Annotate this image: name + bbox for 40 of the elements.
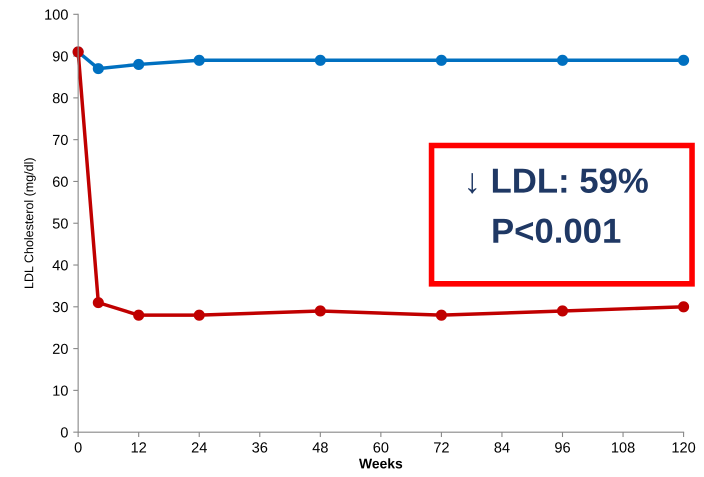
x-tick-label: 0 — [74, 442, 82, 453]
x-tick-label: 36 — [252, 442, 268, 453]
y-tick-label: 0 — [60, 427, 68, 438]
y-tick-label: 30 — [52, 302, 68, 312]
point — [92, 297, 104, 308]
x-tick-label: 24 — [192, 442, 207, 452]
y-tick-label: 40 — [52, 260, 68, 270]
x-tick-label: 120 — [672, 442, 696, 453]
point — [194, 310, 205, 321]
point — [436, 310, 447, 321]
x-tick-label: 108 — [612, 442, 635, 453]
x-tick-label: 48 — [312, 442, 328, 453]
annotation: ↓ LDL: 59% — [468, 168, 648, 194]
y-axis-title: LDL Cholesterol (mg/dl) — [24, 158, 36, 288]
x-tick-label: 60 — [373, 442, 388, 453]
y-tick-label: 70 — [52, 134, 68, 146]
x-tick-label: 72 — [434, 442, 449, 452]
point — [194, 54, 205, 66]
y-tick-label: 60 — [52, 176, 68, 187]
y-tick-label: 80 — [52, 92, 68, 104]
x-axis-title: Weeks — [358, 458, 402, 468]
point — [678, 54, 690, 66]
point — [133, 58, 144, 70]
annotation: P<0.001 — [493, 218, 620, 244]
point — [436, 54, 447, 66]
x-tick-label: 84 — [494, 442, 510, 453]
x-tick-label: 12 — [132, 442, 146, 452]
point — [314, 305, 326, 317]
point — [556, 305, 568, 317]
point — [92, 63, 104, 74]
point — [556, 54, 568, 66]
y-tick-label: 20 — [52, 344, 68, 354]
y-tick-label: 100 — [45, 9, 68, 20]
y-tick-label: 50 — [52, 218, 68, 229]
point — [133, 310, 144, 321]
point — [678, 301, 690, 312]
point — [314, 54, 326, 66]
y-tick-label: 10 — [53, 385, 68, 396]
y-tick-label: 90 — [52, 51, 68, 62]
x-tick-label: 96 — [555, 442, 570, 453]
